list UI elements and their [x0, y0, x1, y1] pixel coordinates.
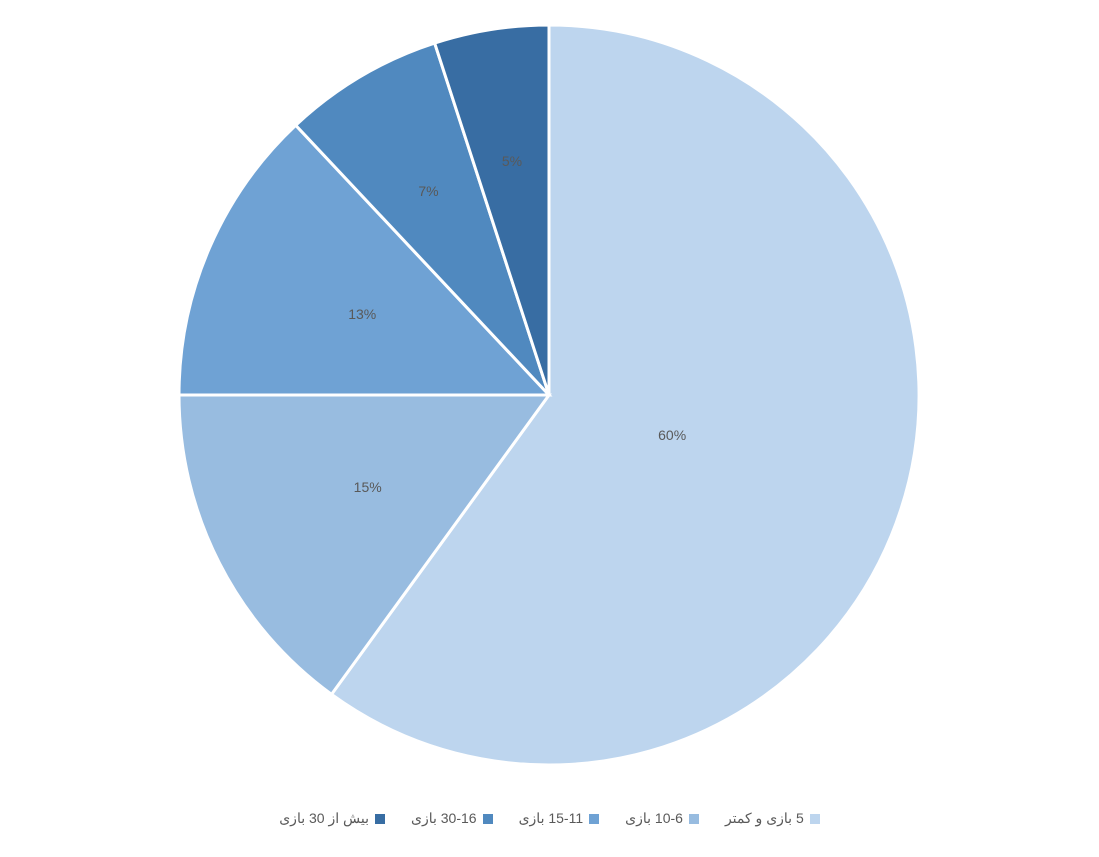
- legend-item: 5 بازی و کمتر: [725, 810, 820, 827]
- pie-chart-svg: [0, 0, 1099, 790]
- slice-percent-label: 5%: [502, 153, 522, 169]
- legend-label: 10-6 بازی: [625, 810, 683, 827]
- legend-item: 15-11 بازی: [519, 810, 600, 827]
- legend-label: 5 بازی و کمتر: [725, 810, 804, 827]
- legend-item: بیش از 30 بازی: [279, 810, 385, 827]
- legend-label: 15-11 بازی: [519, 810, 584, 827]
- slice-percent-label: 60%: [658, 427, 686, 443]
- legend-swatch: [589, 814, 599, 824]
- legend-swatch: [375, 814, 385, 824]
- slice-percent-label: 13%: [348, 306, 376, 322]
- slice-percent-label: 15%: [354, 479, 382, 495]
- legend-label: بیش از 30 بازی: [279, 810, 369, 827]
- legend-item: 10-6 بازی: [625, 810, 699, 827]
- pie-chart-container: 60% 15% 13% 7% 5% 5 بازی و کمتر 10-6 بازی 15-1…: [0, 0, 1099, 857]
- legend-swatch: [483, 814, 493, 824]
- legend-swatch: [810, 814, 820, 824]
- legend-swatch: [689, 814, 699, 824]
- legend-item: 30-16 بازی: [411, 810, 493, 827]
- legend: 5 بازی و کمتر 10-6 بازی 15-11 بازی 30-16 با…: [0, 810, 1099, 827]
- slice-percent-label: 7%: [418, 183, 438, 199]
- legend-label: 30-16 بازی: [411, 810, 477, 827]
